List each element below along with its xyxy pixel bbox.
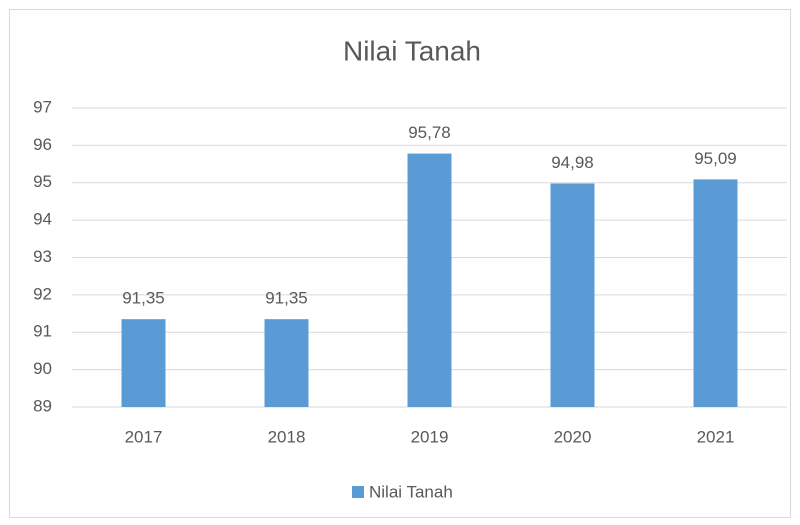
chart-title: Nilai Tanah [343, 35, 481, 66]
bar [693, 179, 738, 407]
y-tick-label: 93 [33, 247, 52, 266]
bar [264, 319, 309, 407]
legend-swatch [352, 486, 364, 498]
y-tick-label: 92 [33, 284, 52, 303]
data-label: 95,78 [408, 123, 451, 142]
data-label: 91,35 [265, 289, 308, 308]
y-tick-label: 91 [33, 322, 52, 341]
y-tick-label: 94 [33, 210, 52, 229]
y-tick-label: 89 [33, 396, 52, 415]
x-tick-label: 2018 [268, 427, 306, 446]
chart-border [9, 9, 791, 518]
y-tick-label: 90 [33, 359, 52, 378]
x-tick-label: 2019 [411, 427, 449, 446]
x-tick-label: 2017 [125, 427, 163, 446]
x-tick-label: 2020 [554, 427, 592, 446]
data-label: 95,09 [694, 149, 737, 168]
data-label: 94,98 [551, 153, 594, 172]
legend-label: Nilai Tanah [369, 482, 453, 501]
bar [121, 319, 166, 407]
bar [407, 153, 452, 407]
y-tick-label: 95 [33, 172, 52, 191]
y-tick-label: 97 [33, 97, 52, 116]
data-label: 91,35 [122, 289, 165, 308]
x-tick-label: 2021 [697, 427, 735, 446]
y-tick-label: 96 [33, 135, 52, 154]
bar [550, 183, 595, 407]
